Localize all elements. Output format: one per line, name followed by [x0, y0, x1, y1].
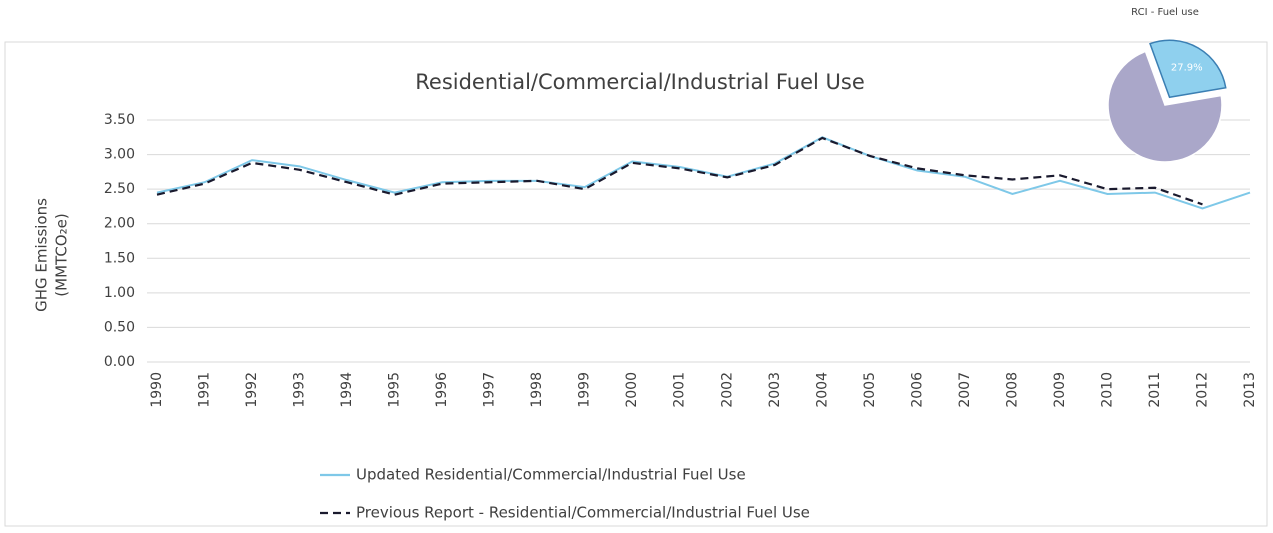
- x-tick-label: 2011: [1147, 372, 1163, 408]
- chart-title: Residential/Commercial/Industrial Fuel U…: [415, 70, 865, 94]
- x-tick-label: 1996: [434, 372, 450, 408]
- pie-title: RCI - Fuel use: [1131, 7, 1199, 18]
- y-tick-label: 0.50: [104, 319, 135, 335]
- x-tick-label: 1991: [197, 372, 213, 408]
- y-tick-label: 1.00: [104, 285, 135, 301]
- y-tick-label: 3.00: [104, 147, 135, 163]
- x-tick-label: 2013: [1242, 372, 1258, 408]
- x-tick-label: 2003: [767, 372, 783, 408]
- y-axis-label: GHG Emissions (MMTCO₂e): [33, 198, 71, 312]
- x-tick-label: 1999: [577, 372, 593, 408]
- x-tick-label: 1995: [387, 372, 403, 408]
- pie-slice: [1107, 50, 1223, 163]
- chart-frame: [4, 41, 1268, 527]
- series-line: [156, 136, 1203, 206]
- x-tick-label: 2006: [909, 372, 925, 408]
- x-tick-label: 2001: [672, 372, 688, 408]
- x-tick-label: 1994: [339, 372, 355, 408]
- x-tick-label: 1997: [482, 372, 498, 408]
- y-label-line: (MMTCO₂e): [53, 213, 71, 296]
- y-tick-label: 2.00: [104, 216, 135, 232]
- x-tick-label: 2005: [862, 372, 878, 408]
- x-tick-label: 1992: [244, 372, 260, 408]
- x-tick-label: 1998: [529, 372, 545, 408]
- x-tick-label: 2000: [624, 372, 640, 408]
- pie-label: 27.9%: [1171, 63, 1203, 74]
- y-tick-label: 0.00: [104, 354, 135, 370]
- x-tick-label: 2002: [719, 372, 735, 408]
- legend-label: Previous Report - Residential/Commercial…: [356, 504, 810, 522]
- pie-slice: [1149, 39, 1227, 99]
- x-tick-label: 1990: [149, 372, 165, 408]
- y-tick-label: 3.50: [104, 112, 135, 128]
- x-tick-label: 2010: [1099, 372, 1115, 408]
- x-tick-label: 1993: [292, 372, 308, 408]
- legend-label: Updated Residential/Commercial/Industria…: [356, 466, 746, 484]
- y-tick-label: 2.50: [104, 181, 135, 197]
- y-tick-label: 1.50: [104, 250, 135, 266]
- x-tick-label: 2009: [1052, 372, 1068, 408]
- x-tick-label: 2004: [814, 372, 830, 408]
- x-tick-label: 2007: [957, 372, 973, 408]
- x-tick-label: 2008: [1004, 372, 1020, 408]
- x-tick-label: 2012: [1194, 372, 1210, 408]
- y-label-line: GHG Emissions: [33, 198, 51, 312]
